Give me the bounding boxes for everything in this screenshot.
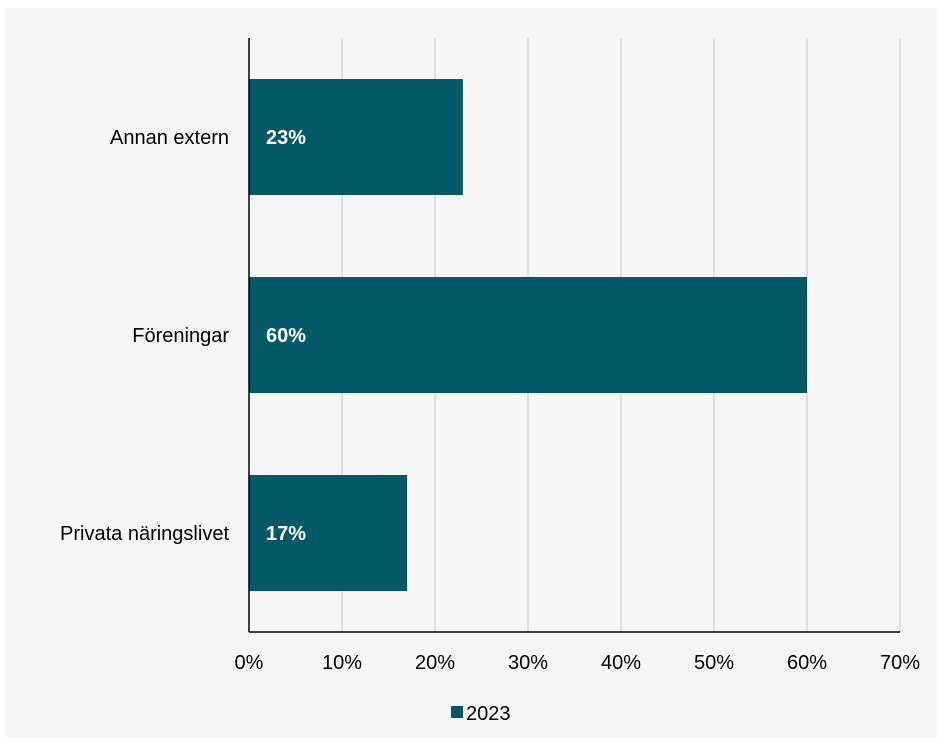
legend: 2023 bbox=[451, 703, 511, 725]
bar bbox=[249, 277, 807, 393]
x-tick-label: 40% bbox=[601, 652, 641, 674]
category-labels: Annan extern Föreningar Privata näringsliv… bbox=[60, 127, 229, 545]
data-label: 60% bbox=[266, 325, 306, 347]
axes bbox=[248, 38, 900, 633]
data-labels: 23% 60% 17% bbox=[266, 127, 306, 545]
x-tick-label: 30% bbox=[508, 652, 548, 674]
category-label: Annan extern bbox=[110, 127, 229, 149]
x-tick-label: 50% bbox=[694, 652, 734, 674]
x-tick-label: 20% bbox=[415, 652, 455, 674]
data-label: 23% bbox=[266, 127, 306, 149]
bar bbox=[249, 79, 463, 195]
category-label: Privata näringslivet bbox=[60, 523, 229, 545]
x-tick-labels: 0% 10% 20% 30% 40% 50% 60% 70% bbox=[235, 652, 921, 674]
legend-label: 2023 bbox=[466, 703, 511, 725]
category-label: Föreningar bbox=[132, 325, 229, 347]
bar bbox=[249, 475, 408, 591]
x-tick-label: 0% bbox=[235, 652, 264, 674]
legend-swatch bbox=[451, 706, 463, 718]
x-tick-label: 70% bbox=[880, 652, 920, 674]
x-tick-label: 10% bbox=[322, 652, 362, 674]
bars bbox=[249, 79, 807, 591]
data-label: 17% bbox=[266, 523, 306, 545]
x-tick-label: 60% bbox=[787, 652, 827, 674]
